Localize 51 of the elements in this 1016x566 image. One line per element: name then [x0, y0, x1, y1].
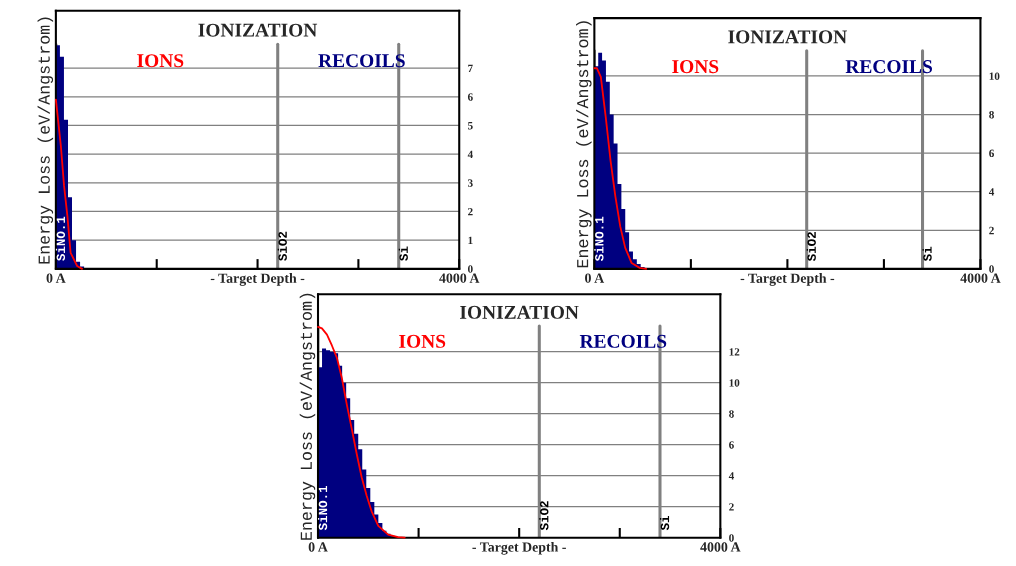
x-tick-label: 0 A — [46, 273, 66, 283]
y-tick-label: 4 — [467, 150, 473, 158]
text: RECOILS — [318, 54, 405, 68]
y-tick-label: 6 — [729, 441, 734, 449]
text: IONIZATION — [198, 23, 318, 37]
y-tick-label: 8 — [729, 410, 734, 418]
y-tick-label: 6 — [467, 93, 473, 101]
text: IONS — [137, 54, 184, 68]
y-axis-title: Energy Loss (eV/Angstrom) — [576, 21, 592, 268]
y-tick-label: 1 — [468, 236, 473, 245]
ref-line-label: Si — [398, 246, 408, 261]
y-tick-label: 3 — [467, 179, 473, 187]
chart-title: IONIZATION — [460, 305, 579, 319]
y-tick-label: 7 — [468, 64, 473, 72]
x-tick-label: 4000 A — [439, 273, 480, 283]
x-axis-title: - Target Depth - — [472, 541, 566, 555]
y-tick-label: 2 — [468, 207, 473, 216]
ref-line-label: SiO2 — [806, 232, 816, 262]
y-tick-label: 0 — [467, 265, 473, 273]
y-tick-label: 0 — [729, 534, 734, 542]
text: IONS — [399, 334, 446, 348]
x-axis-title: - Target Depth - — [740, 273, 835, 286]
x-tick-label: 4000 A — [960, 273, 1001, 283]
chart-title: IONIZATION — [728, 30, 847, 44]
y-tick-label: 12 — [729, 348, 740, 356]
x-axis-title: - Target Depth - — [210, 273, 305, 286]
ref-line-label: SiNO.1 — [55, 216, 66, 261]
text: RECOILS — [845, 60, 933, 74]
y-tick-label: 10 — [989, 72, 1000, 80]
y-tick-label: 2 — [989, 226, 994, 235]
x-tick-label: 0 A — [308, 542, 328, 552]
y-tick-label: 4 — [988, 188, 995, 196]
y-tick-label: 6 — [989, 149, 994, 158]
y-tick-label: 2 — [729, 503, 734, 511]
ref-line-label: SiNO.1 — [594, 216, 604, 262]
y-axis-title: Energy Loss (eV/Angstrom) — [299, 293, 316, 540]
ref-line-label: SiO2 — [539, 501, 549, 531]
y-tick-label: 10 — [729, 379, 740, 387]
x-tick-label: 4000 A — [700, 542, 741, 552]
y-tick-label: 5 — [468, 122, 473, 130]
y-tick-label: 0 — [989, 265, 994, 273]
x-tick-label: 0 A — [585, 273, 605, 283]
text: IONS — [672, 60, 719, 74]
y-tick-label: 4 — [728, 472, 735, 480]
ref-line-label: Si — [659, 515, 670, 531]
ref-line-label: Si — [922, 246, 932, 262]
text: RECOILS — [579, 334, 667, 348]
ref-line-label: SiNO.1 — [318, 485, 328, 531]
ref-line-label: SiO2 — [277, 231, 287, 261]
y-tick-label: 8 — [989, 111, 994, 119]
y-axis-title: Energy Loss (eV/Angstrom) — [37, 17, 54, 264]
